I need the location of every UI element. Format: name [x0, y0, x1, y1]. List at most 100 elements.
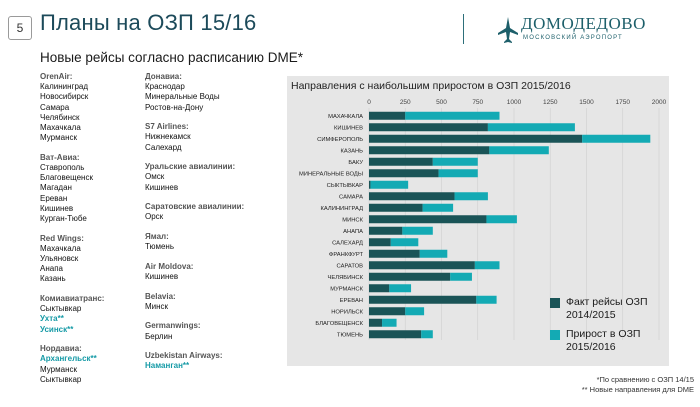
bar-fact	[369, 146, 490, 155]
route-city: Кишинев	[40, 203, 74, 213]
route-city: Мурманск	[40, 133, 77, 143]
legend-swatch-fact	[550, 298, 560, 308]
category-label: БАКУ	[348, 160, 363, 166]
airline-name: Нордавиа:	[40, 344, 82, 354]
airline-group: Саратовские авиалинии: Орск	[145, 202, 280, 222]
bar-growth	[405, 307, 425, 316]
legend-swatch-growth	[550, 330, 560, 340]
bar-fact	[369, 215, 487, 224]
category-label: КАЗАНЬ	[340, 148, 363, 154]
airline-group: Уральские авиалинии: Омск Кишинев	[145, 162, 280, 193]
footnote-comparison: *По сравнению с ОЗП 14/15	[596, 375, 694, 384]
logo-subtitle: МОСКОВСКИЙ АЭРОПОРТ	[523, 35, 623, 41]
bar-fact	[369, 157, 433, 166]
airline-group: Air Moldova: Кишинев	[145, 262, 280, 282]
routes-column-left: OrenAir: Калининград Новосибирск Самара Челя…	[40, 72, 140, 394]
airline-group: Донавиа: Краснодар Минеральные Воды Ростов-…	[145, 72, 280, 113]
x-tick-label: 750	[472, 99, 483, 106]
legend-label-growth: Прирост в ОЗП 2015/2016	[566, 328, 641, 353]
chart-canvas: 0 250 500 750 1000 1250 1500 1750 2000 МАХАЧКАЛА К…	[299, 99, 667, 340]
route-city: Кишинев	[145, 182, 179, 192]
airline-name: Belavia:	[145, 291, 176, 301]
page-title: Планы на ОЗП 15/16	[40, 10, 257, 35]
route-city: Курган-Тюбе	[40, 214, 87, 224]
bar-fact	[369, 238, 391, 247]
airline-name: Ват-Авиа:	[40, 152, 80, 162]
route-city: Калининград	[40, 82, 89, 92]
bar-fact	[369, 123, 488, 132]
bar-fact	[369, 226, 403, 235]
airline-group: Red Wings: Махачкала Ульяновск Анапа Казань	[40, 234, 140, 285]
category-label: МАХАЧКАЛА	[328, 114, 363, 120]
bar-growth	[474, 261, 500, 270]
category-label: КАЛИНИНГРАД	[321, 206, 364, 212]
chart-title: Направления с наибольшим приростом в ОЗП…	[291, 80, 571, 92]
airline-group: Нордавиа: Архангельск** Мурманск Сыктывкар	[40, 344, 140, 385]
bar-fact	[369, 134, 583, 143]
route-city: Ереван	[40, 193, 68, 203]
bar-growth	[486, 215, 517, 224]
bar-fact	[369, 203, 423, 212]
airline-name: OrenAir:	[40, 72, 73, 81]
route-city: Благовещенск	[40, 173, 93, 183]
category-label: КИШИНЕВ	[334, 125, 363, 131]
legend-label-fact: Факт рейсы ОЗП 2014/2015	[566, 296, 648, 321]
route-city: Мурманск	[40, 364, 77, 374]
logo-name: ДОМОДЕДОВО	[521, 14, 646, 33]
route-city: Ростов-на-Дону	[145, 102, 204, 112]
airline-group: Ват-Авиа: Ставрополь Благовещенск Магадан Ер…	[40, 153, 140, 224]
bar-fact	[369, 261, 475, 270]
x-tick-label: 1500	[579, 99, 594, 106]
airline-group: Belavia: Минск	[145, 292, 280, 312]
bar-growth	[419, 249, 448, 258]
bar-growth	[450, 272, 472, 281]
bar-fact	[369, 284, 390, 293]
bar-fact	[369, 249, 420, 258]
route-city: Салехард	[145, 142, 182, 152]
category-label: САЛЕХАРД	[332, 240, 363, 246]
bar-fact	[369, 272, 451, 281]
bar-fact	[369, 111, 406, 120]
bar-growth	[422, 203, 454, 212]
airline-name: S7 Airlines:	[145, 122, 189, 132]
airline-name: Ямал:	[145, 232, 169, 241]
route-city: Краснодар	[145, 82, 185, 92]
route-city: Ульяновск	[40, 254, 79, 264]
bar-growth	[370, 180, 409, 189]
route-city: Челябинск	[40, 112, 80, 122]
bar-growth	[389, 284, 412, 293]
bar-growth	[402, 226, 433, 235]
airline-name: Комиавиатранс:	[40, 294, 105, 304]
airline-name: Germanwings:	[145, 321, 201, 331]
route-city: Омск	[145, 172, 165, 182]
bar-fact	[369, 307, 406, 316]
route-city: Нижнекамск	[145, 132, 191, 142]
category-label: ЧЕЛЯБИНСК	[328, 275, 364, 281]
airline-name: Uzbekistan Airways:	[145, 351, 223, 361]
bar-fact	[369, 330, 422, 339]
x-tick-label: 250	[400, 99, 411, 106]
airplane-logo-icon	[498, 17, 518, 43]
route-city: Сыктывкар	[40, 304, 82, 314]
route-city: Кишинев	[145, 272, 179, 281]
route-city: Казань	[40, 274, 66, 284]
bar-growth	[454, 192, 488, 201]
x-tick-label: 0	[367, 99, 371, 106]
airline-group: Ямал: Тюмень	[145, 232, 280, 252]
new-route-city: Архангельск**	[40, 354, 97, 364]
route-city: Махачкала	[40, 243, 81, 253]
route-city: Орск	[145, 212, 164, 222]
growth-chart: Направления с наибольшим приростом в ОЗП…	[287, 76, 669, 366]
bar-growth	[405, 111, 500, 120]
category-label: АНАПА	[343, 229, 363, 235]
title-divider	[463, 14, 464, 44]
airline-group: Germanwings: Берлин	[145, 321, 280, 341]
legend-item-growth: Прирост в ОЗП 2015/2016	[550, 328, 665, 354]
airline-group: Uzbekistan Airways: Наманган**	[145, 351, 280, 371]
airline-name: Air Moldova:	[145, 261, 194, 271]
route-city: Берлин	[145, 331, 173, 341]
bar-growth	[390, 238, 419, 247]
airline-name: Red Wings:	[40, 233, 84, 243]
bar-fact	[369, 180, 371, 189]
bar-growth	[432, 157, 478, 166]
